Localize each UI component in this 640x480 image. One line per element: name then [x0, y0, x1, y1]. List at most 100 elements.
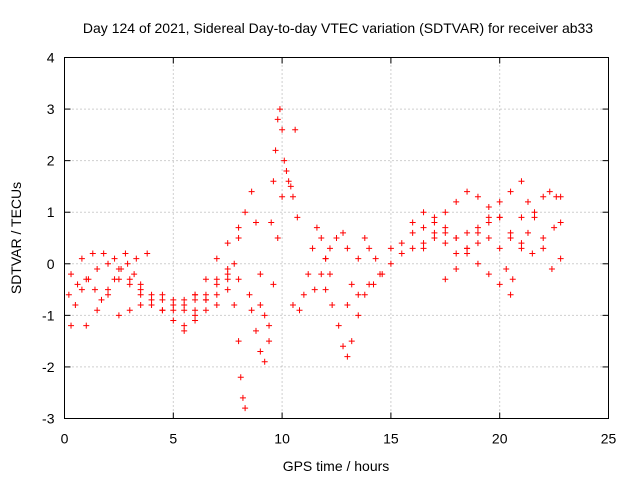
data-point: [518, 240, 525, 247]
data-point: [94, 307, 101, 314]
series-track-5: [115, 286, 231, 329]
data-point: [442, 209, 449, 216]
data-point: [311, 286, 318, 293]
data-point: [137, 291, 144, 298]
x-tick-label: 15: [383, 431, 399, 447]
data-point: [340, 343, 347, 350]
data-point: [453, 265, 460, 272]
data-point: [192, 296, 199, 303]
data-point: [409, 245, 416, 252]
data-point: [409, 219, 416, 226]
data-point: [322, 255, 329, 262]
data-point: [115, 276, 122, 283]
data-point: [431, 235, 438, 241]
data-point: [387, 260, 394, 267]
data-point: [361, 235, 368, 241]
data-point: [355, 291, 362, 298]
data-point: [78, 255, 85, 262]
data-point: [313, 224, 320, 231]
data-point: [474, 193, 481, 200]
data-point: [105, 291, 112, 298]
data-point: [453, 198, 460, 205]
data-point: [98, 296, 105, 303]
data-point: [557, 193, 564, 200]
data-point: [170, 317, 177, 324]
data-point: [272, 147, 279, 154]
x-tick-label: 5: [169, 431, 177, 447]
data-point: [131, 271, 138, 278]
data-point: [257, 271, 264, 278]
data-point: [529, 250, 536, 257]
series-track-24: [518, 188, 564, 247]
data-point: [551, 224, 558, 231]
data-point: [170, 302, 177, 309]
series-track-1: [68, 250, 151, 278]
data-point: [474, 240, 481, 247]
data-point: [91, 286, 98, 293]
data-point: [159, 291, 166, 298]
data-point: [266, 338, 273, 345]
data-point: [442, 276, 449, 283]
data-point: [496, 281, 503, 288]
data-point: [296, 307, 303, 314]
data-point: [557, 219, 564, 226]
data-point: [242, 405, 249, 412]
data-point: [518, 245, 525, 252]
data-point: [181, 307, 188, 314]
data-point: [366, 245, 373, 252]
series-track-11: [248, 167, 294, 365]
data-point: [279, 126, 286, 133]
data-point: [148, 302, 155, 309]
data-point: [431, 214, 438, 221]
data-point: [148, 296, 155, 303]
data-points: [65, 106, 564, 412]
data-point: [344, 245, 351, 252]
data-point: [248, 188, 255, 195]
data-point: [68, 271, 75, 278]
data-point: [474, 260, 481, 267]
data-point: [285, 178, 292, 185]
data-point: [192, 317, 199, 324]
data-point: [442, 240, 449, 247]
data-point: [464, 188, 471, 195]
series-track-4: [83, 276, 220, 329]
data-point: [281, 157, 288, 164]
data-point: [159, 296, 166, 303]
data-point: [181, 322, 188, 329]
data-point: [464, 245, 471, 252]
series-track-18: [355, 178, 525, 298]
data-point: [65, 291, 72, 298]
data-point: [340, 229, 347, 236]
data-point: [322, 286, 329, 293]
data-point: [105, 286, 112, 293]
data-point: [485, 219, 492, 226]
x-tick-label: 20: [492, 431, 508, 447]
series-track-8: [192, 260, 238, 314]
data-point: [257, 302, 264, 309]
data-point: [507, 235, 514, 241]
data-point: [274, 235, 281, 241]
data-point: [94, 265, 101, 272]
x-tick-label: 10: [274, 431, 290, 447]
data-point: [348, 281, 355, 288]
data-point: [348, 338, 355, 345]
y-tick-label: 2: [47, 153, 55, 169]
data-point: [453, 235, 460, 241]
data-point: [137, 302, 144, 309]
data-point: [420, 240, 427, 247]
data-point: [420, 245, 427, 252]
y-tick-label: 3: [47, 101, 55, 117]
data-point: [442, 229, 449, 236]
y-tick-label: 1: [47, 204, 55, 220]
data-point: [126, 276, 133, 283]
data-point: [398, 250, 405, 257]
series-track-20: [409, 209, 514, 298]
data-point: [524, 229, 531, 236]
y-tick-label: 4: [47, 50, 55, 66]
data-point: [68, 322, 75, 329]
data-point: [279, 193, 286, 200]
data-point: [202, 276, 209, 283]
data-point: [170, 307, 177, 314]
data-point: [431, 229, 438, 236]
x-tick-label: 25: [601, 431, 617, 447]
